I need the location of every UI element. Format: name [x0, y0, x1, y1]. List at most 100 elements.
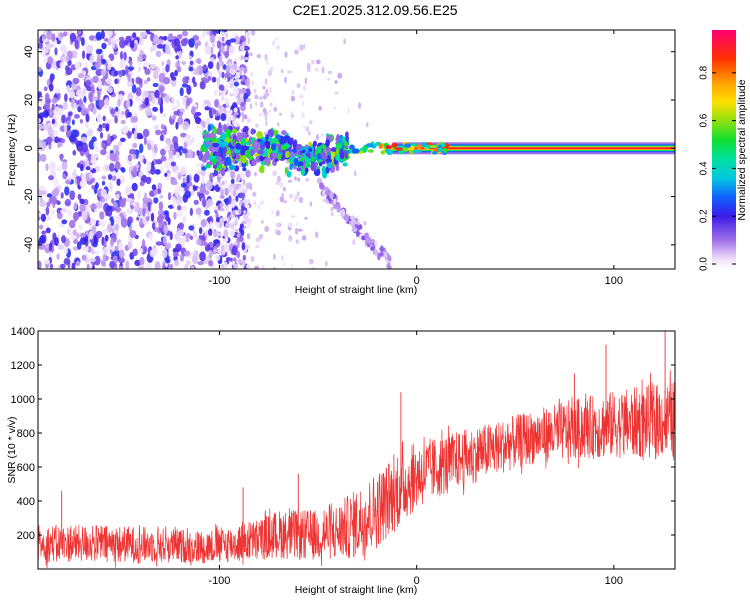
noise-blob [71, 119, 75, 126]
noise-blob [126, 80, 133, 88]
noise-blob [301, 100, 305, 107]
noise-blob [208, 249, 213, 259]
noise-blob [91, 84, 95, 92]
noise-blob [72, 212, 80, 221]
noise-blob [302, 125, 308, 130]
noise-blob [243, 210, 247, 214]
noise-blob [225, 32, 229, 38]
noise-blob [143, 158, 147, 165]
noise-blob [113, 144, 120, 152]
noise-blob [106, 30, 113, 38]
noise-blob [72, 229, 77, 236]
noise-blob [84, 158, 89, 167]
tail-blob [370, 246, 375, 251]
noise-blob [139, 217, 144, 225]
noise-blob [246, 211, 251, 217]
cluster-blob [325, 139, 330, 147]
noise-blob [111, 198, 115, 204]
noise-blob [143, 136, 147, 146]
noise-blob [236, 106, 240, 114]
noise-blob [195, 42, 198, 50]
noise-blob [262, 264, 265, 269]
noise-blob [107, 57, 111, 67]
noise-blob [132, 142, 138, 149]
noise-blob [171, 96, 175, 106]
noise-blob [136, 46, 140, 52]
noise-blob [195, 124, 202, 129]
top-x-axis-label: Height of straight line (km) [295, 284, 418, 296]
noise-blob [96, 115, 103, 123]
tail-blob [337, 203, 341, 211]
noise-blob [175, 121, 179, 130]
noise-blob [201, 177, 205, 186]
noise-blob [262, 86, 266, 90]
cluster-blob [304, 158, 311, 164]
cluster-blob [221, 132, 226, 142]
noise-blob [44, 244, 51, 248]
noise-blob [239, 192, 246, 199]
noise-blob [89, 257, 97, 263]
noise-blob [91, 136, 97, 143]
noise-blob [178, 222, 185, 230]
noise-blob [104, 37, 109, 42]
noise-blob [77, 145, 84, 152]
noise-blob [230, 202, 235, 208]
noise-blob [318, 105, 322, 111]
cluster-blob [201, 166, 207, 171]
noise-blob [275, 210, 280, 217]
colorbar-tick-label: 0.8 [699, 65, 710, 79]
noise-blob [161, 60, 165, 67]
noise-blob [181, 182, 187, 188]
tail-blob [333, 198, 337, 205]
noise-blob [138, 36, 144, 46]
tail-blob [367, 236, 372, 245]
noise-blob [86, 128, 94, 137]
noise-blob [204, 209, 210, 216]
bottom-x-tick-label: -100 [208, 575, 230, 587]
cluster-blob [267, 129, 275, 138]
noise-blob [311, 266, 316, 269]
noise-blob [221, 180, 225, 186]
noise-blob [241, 116, 245, 123]
noise-blob [193, 230, 197, 239]
colorbar-tick-label: 0.2 [699, 209, 710, 223]
spectrogram-panel: -100 0 100 -40 -20 0 20 40 Height of straight … [6, 29, 676, 296]
noise-blob [283, 262, 286, 266]
cluster-blob [250, 149, 255, 157]
noise-blob [142, 208, 146, 217]
narrowband-line [392, 147, 675, 150]
noise-blob [257, 204, 261, 210]
noise-blob [276, 45, 280, 50]
noise-blob [152, 82, 159, 88]
noise-blob [266, 58, 269, 66]
cluster-blob [210, 145, 215, 154]
noise-blob [103, 240, 107, 247]
noise-blob [162, 112, 167, 118]
noise-blob [107, 37, 112, 46]
noise-blob [144, 97, 150, 106]
noise-blob [58, 223, 65, 228]
noise-blob [218, 105, 222, 109]
noise-blob [40, 46, 47, 56]
tail-blob [380, 245, 384, 253]
noise-blob [250, 30, 256, 36]
cluster-blob [241, 155, 247, 164]
noise-blob [218, 183, 223, 188]
noise-blob [100, 188, 108, 198]
noise-blob [175, 243, 182, 252]
noise-blob [201, 197, 207, 208]
noise-blob [172, 115, 176, 120]
noise-blob [79, 232, 87, 238]
noise-blob [196, 66, 199, 76]
noise-blob [182, 215, 187, 224]
noise-blob [203, 79, 210, 84]
tail-blob [322, 189, 326, 198]
noise-blob [239, 88, 247, 95]
noise-blob [107, 174, 113, 180]
noise-blob [217, 249, 222, 254]
noise-blob [181, 148, 188, 154]
noise-blob [163, 77, 171, 85]
noise-blob [98, 49, 103, 54]
noise-blob [151, 115, 157, 121]
noise-blob [38, 42, 43, 49]
